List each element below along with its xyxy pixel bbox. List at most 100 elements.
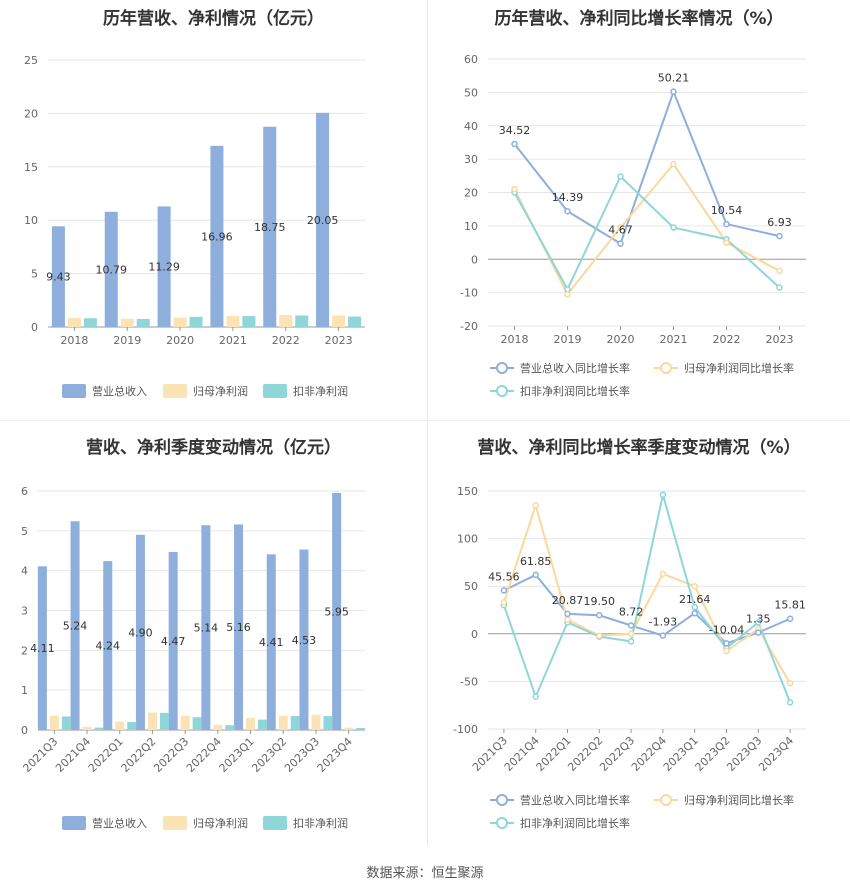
bar-deducted-profit: [94, 727, 104, 730]
bar-revenue: [70, 521, 80, 730]
bar-data-label: 4.47: [161, 635, 186, 648]
line-series-deducted-growth: [513, 174, 781, 292]
bar-deducted-profit: [258, 719, 268, 730]
line-data-label: 45.56: [488, 570, 520, 583]
legend-label: 归母净利润: [193, 816, 248, 830]
legend-label: 归母净利润同比增长率: [684, 793, 794, 807]
bar-deducted-profit: [127, 722, 137, 730]
y-tick-label: 5: [21, 525, 28, 538]
line-point: [776, 267, 783, 275]
y-tick-label: 6: [21, 485, 28, 498]
y-tick-label: 150: [457, 485, 478, 498]
line-point: [691, 603, 698, 611]
bar-deducted-profit: [356, 728, 366, 730]
x-tick-label: 2020: [166, 334, 194, 347]
bar-net-profit: [246, 718, 256, 730]
line-data-label: 50.21: [658, 72, 690, 85]
line-point: [659, 632, 667, 639]
x-tick-label: 2019: [554, 333, 582, 346]
bar-deducted-profit: [61, 716, 71, 730]
annual-revenue-profit-chart: 历年营收、净利情况（亿元） 0 5 10 15 20 25 2018 2019 2020 2021…: [0, 0, 427, 420]
legend-label: 营业总收入同比增长率: [520, 361, 630, 375]
y-tick-label: 10: [24, 214, 38, 227]
line-point: [776, 232, 783, 240]
legend-label: 营业总收入: [92, 816, 147, 830]
bar-data-label: 20.05: [307, 214, 339, 227]
line-point: [617, 173, 624, 180]
y-tick-label: 3: [21, 605, 28, 618]
line-point: [532, 502, 539, 509]
annual-growth-rate-chart: 历年营收、净利同比增长率情况（%） -20 -10 0 10 20 30 40 50 60 201…: [428, 0, 850, 420]
bar-deducted-profit: [323, 716, 333, 730]
bar-net-profit: [173, 317, 187, 327]
y-tick-label: -10: [460, 287, 478, 300]
line-point: [723, 640, 730, 647]
bar-net-profit: [344, 727, 354, 730]
y-tick-label: 50: [464, 580, 478, 593]
bar-data-label: 4.11: [30, 642, 55, 655]
bar-data-label: 5.24: [63, 620, 88, 633]
x-tick-label: 2022Q1: [86, 735, 126, 775]
bar-data-label: 10.79: [96, 263, 128, 276]
bar-revenue: [168, 551, 178, 730]
x-tick-label: 2018: [501, 333, 529, 346]
bar-net-profit: [120, 318, 134, 327]
bar-deducted-profit: [225, 725, 235, 730]
y-tick-label: 1: [21, 684, 28, 697]
bar-data-label: 5.14: [194, 622, 219, 635]
y-tick-label: 50: [464, 86, 478, 99]
line-data-label: -10.04: [709, 623, 744, 636]
bar-revenue: [266, 554, 276, 730]
x-tick-label: 2022: [713, 333, 741, 346]
bar-deducted-profit: [192, 717, 202, 730]
bar-revenue: [210, 145, 224, 327]
legend-marker: [496, 385, 508, 397]
bar-net-profit: [49, 715, 59, 730]
line-series-revenue-growth: [503, 573, 791, 645]
bar-net-profit: [278, 715, 288, 730]
x-tick-label: 2023Q4: [315, 735, 355, 775]
line-data-label: 61.85: [520, 555, 552, 568]
line-point: [723, 220, 730, 228]
line-series-revenue-growth: [513, 88, 780, 246]
line-point: [596, 632, 603, 639]
bar-deducted-profit: [189, 316, 203, 327]
y-tick-label: 25: [24, 54, 38, 67]
line-point: [723, 647, 730, 655]
line-data-label: 8.72: [619, 605, 644, 618]
line-point: [786, 699, 794, 706]
x-tick-label: 2019: [113, 334, 141, 347]
y-tick-label: 4: [21, 565, 28, 578]
line-point: [723, 239, 730, 246]
annual-line-chart-svg: -20 -10 0 10 20 30 40 50 60 2018 2019 2020 2021 2022 2…: [460, 53, 806, 398]
x-tick-label: 2022Q3: [151, 735, 191, 775]
y-tick-label: 10: [464, 220, 478, 233]
line-point: [627, 630, 635, 638]
bar-revenue: [299, 549, 309, 730]
line-data-label: 15.81: [774, 599, 806, 612]
line-data-label: 20.87: [552, 594, 584, 607]
bar-net-profit: [311, 714, 321, 730]
line-point: [786, 680, 794, 687]
bar-revenue: [103, 561, 113, 730]
y-tick-label: 100: [457, 533, 478, 546]
bar-data-label: 16.96: [201, 230, 233, 243]
line-point: [691, 582, 698, 590]
line-data-label: 34.52: [499, 124, 531, 137]
bar-deducted-profit: [295, 315, 309, 327]
line-data-label: -1.93: [649, 616, 677, 629]
line-point: [532, 571, 539, 579]
bar-net-profit: [180, 715, 190, 730]
x-tick-label: 2021: [219, 334, 247, 347]
legend-label: 营业总收入同比增长率: [520, 793, 630, 807]
y-tick-label: 2: [21, 644, 28, 657]
line-point: [564, 616, 571, 623]
legend-label: 扣非净利润: [293, 384, 348, 398]
y-tick-label: 15: [24, 161, 38, 174]
y-tick-label: 60: [464, 53, 478, 66]
y-tick-label: 0: [21, 724, 28, 737]
line-point: [670, 160, 677, 168]
y-tick-label: 0: [471, 628, 478, 641]
legend-label: 归母净利润: [193, 384, 248, 398]
bar-revenue: [37, 566, 47, 730]
